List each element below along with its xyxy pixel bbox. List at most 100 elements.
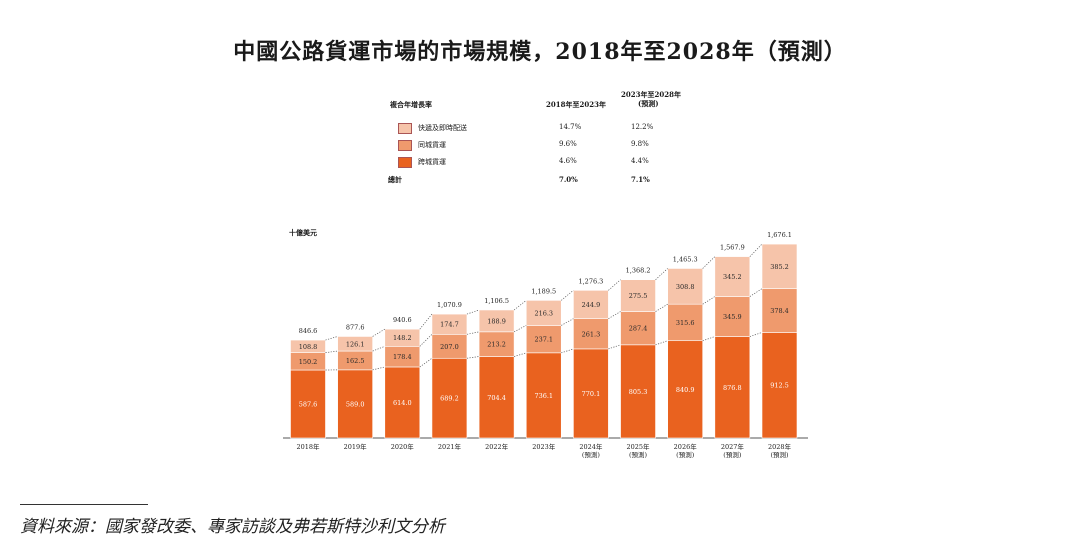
- x-tick-label: 2024年: [579, 442, 603, 451]
- unit-label: 十億美元: [289, 228, 317, 237]
- x-tick-label: (預測): [676, 450, 695, 459]
- bar-value-label: 207.0: [440, 343, 459, 351]
- connector-line: [513, 352, 527, 357]
- connector-line: [749, 243, 763, 257]
- bar-value-label: 840.9: [676, 386, 695, 394]
- bar-segment: [714, 296, 751, 337]
- cagr-row: 跨城貨運 4.6% 4.4%: [368, 155, 688, 169]
- connector-line: [466, 356, 480, 359]
- x-tick-label: 2022年: [485, 442, 509, 451]
- bar-value-label: 736.1: [534, 392, 553, 400]
- bar-total-label: 877.6: [346, 323, 365, 331]
- bar-total-label: 940.6: [393, 316, 412, 324]
- connector-line: [419, 357, 433, 368]
- bar-total-label: 1,276.3: [578, 277, 603, 285]
- legend-swatch: [398, 123, 412, 134]
- bar-value-label: 261.3: [582, 330, 601, 338]
- connector-line: [749, 332, 763, 337]
- bar-value-label: 188.9: [487, 317, 506, 325]
- bar-value-label: 275.5: [629, 292, 648, 300]
- bar-value-label: 689.2: [440, 395, 459, 403]
- bar-segment: [573, 348, 609, 439]
- connector-line: [655, 303, 668, 312]
- bar-value-label: 614.0: [393, 399, 412, 407]
- bar-segment: [525, 352, 562, 439]
- x-tick-label: (預測): [629, 450, 648, 459]
- bar-value-label: 308.8: [676, 283, 695, 291]
- bar-value-label: 770.1: [582, 390, 601, 398]
- x-tick-label: 2027年: [721, 442, 745, 451]
- cagr-row: 快遞及即時配送 14.7% 12.2%: [368, 121, 688, 135]
- cagr-total-row: 總計 7.0% 7.1%: [368, 173, 688, 187]
- bar-value-label: 805.3: [629, 388, 648, 396]
- cagr-total-value-2: 7.1%: [631, 175, 650, 184]
- bar-total-label: 846.6: [299, 327, 318, 335]
- cagr-total-value-1: 7.0%: [559, 175, 578, 184]
- bar-value-label: 244.9: [582, 301, 601, 309]
- cagr-row-value-1: 9.6%: [559, 140, 577, 148]
- connector-line: [513, 300, 527, 311]
- bar-value-label: 126.1: [346, 340, 365, 348]
- bar-segment: [761, 243, 798, 289]
- bar-segment: [667, 268, 704, 305]
- x-tick-label: 2020年: [391, 442, 415, 451]
- bar-value-label: 587.6: [299, 401, 318, 409]
- bar-segment: [667, 303, 704, 342]
- connector-line: [561, 348, 574, 354]
- bar-segment: [478, 309, 515, 333]
- bar-total-label: 1,106.5: [484, 297, 509, 305]
- cagr-row-label: 同城貨運: [418, 141, 446, 149]
- bar-value-label: 178.4: [393, 353, 412, 361]
- connector-line: [372, 328, 385, 337]
- connector-line: [561, 290, 574, 301]
- connector-line: [608, 311, 621, 319]
- bar-segment: [384, 328, 421, 347]
- bar-value-label: 589.0: [346, 400, 365, 408]
- bar-value-label: 345.2: [723, 273, 742, 281]
- bar-segment: [620, 344, 656, 439]
- bar-total-label: 1,189.5: [531, 287, 556, 295]
- cagr-row-label: 跨城貨運: [418, 158, 446, 166]
- bar-value-label: 162.5: [346, 357, 365, 365]
- bar-value-label: 385.2: [770, 263, 789, 271]
- x-tick-label: 2018年: [296, 442, 320, 451]
- connector-line: [466, 309, 480, 315]
- source-note: 資料來源：國家發改委、專家訪談及弗若斯特沙利文分析: [20, 517, 445, 537]
- connector-line: [325, 336, 338, 341]
- bar-value-label: 876.8: [723, 384, 742, 392]
- connector-line: [513, 325, 527, 333]
- connector-line: [702, 296, 716, 305]
- connector-line: [608, 279, 621, 291]
- bar-segment: [525, 325, 562, 354]
- bar-total-label: 1,676.1: [767, 231, 792, 239]
- bar-value-label: 174.7: [440, 321, 459, 329]
- x-tick-label: (預測): [723, 450, 742, 459]
- bar-segment: [290, 369, 326, 439]
- bar-value-label: 216.3: [534, 309, 553, 317]
- bar-value-label: 213.2: [487, 341, 506, 349]
- connector-line: [655, 268, 668, 280]
- x-tick-label: 2023年: [532, 442, 556, 451]
- bar-segment: [290, 339, 326, 353]
- x-tick-label: 2026年: [674, 442, 698, 451]
- bar-segment: [714, 256, 751, 297]
- bar-value-label: 704.4: [487, 394, 506, 402]
- x-tick-label: 2025年: [627, 442, 651, 451]
- connector-line: [749, 288, 763, 297]
- x-tick-label: 2021年: [438, 442, 462, 451]
- bar-value-label: 150.2: [299, 358, 318, 366]
- bar-segment: [431, 313, 468, 335]
- bar-value-label: 287.4: [629, 325, 648, 333]
- bar-segment: [478, 356, 515, 439]
- cagr-header: 複合年增長率 2018年至2023年 2023年至2028年 (預測): [368, 88, 688, 114]
- x-tick-label: 2019年: [344, 442, 368, 451]
- connector-line: [372, 345, 385, 352]
- bar-segment: [667, 340, 704, 439]
- cagr-row-value-2: 12.2%: [631, 123, 654, 131]
- cagr-row-value-2: 9.8%: [631, 140, 649, 148]
- legend-swatch: [398, 140, 412, 151]
- connector-line: [419, 313, 433, 330]
- bar-value-label: 378.4: [770, 307, 789, 315]
- bar-total-label: 1,368.2: [626, 267, 651, 275]
